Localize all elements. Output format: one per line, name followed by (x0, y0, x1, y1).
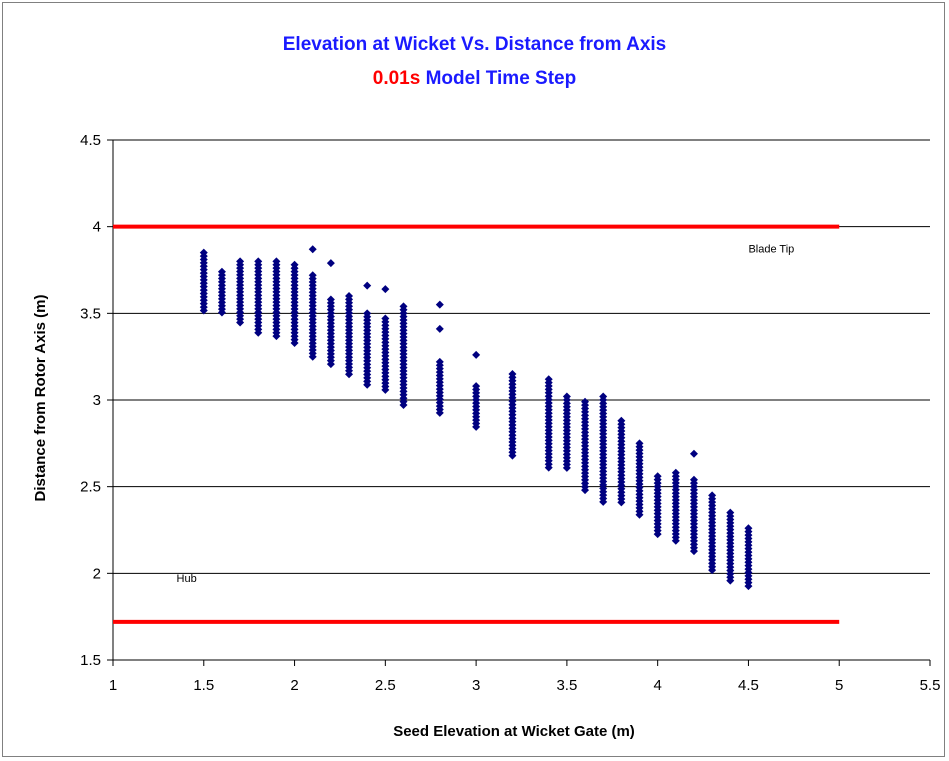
subtitle-text: Model Time Step (420, 68, 577, 89)
y-tick-label: 3 (93, 392, 101, 409)
data-point (544, 463, 553, 472)
data-point (326, 259, 335, 268)
x-tick-label: 5 (835, 677, 843, 694)
data-point (435, 300, 444, 309)
chart-subtitle: 0.01s Model Time Step (0, 68, 949, 90)
data-point (435, 408, 444, 417)
data-point (308, 245, 317, 254)
data-point (635, 510, 644, 519)
data-point (345, 370, 354, 379)
chart-title: Elevation at Wicket Vs. Distance from Ax… (282, 34, 667, 55)
y-axis-label: Distance from Rotor Axis (m) (32, 295, 49, 502)
data-point (744, 582, 753, 591)
data-point (363, 281, 372, 290)
data-point (472, 422, 481, 431)
data-point (363, 380, 372, 389)
data-point (399, 401, 408, 409)
y-tick-label: 4 (93, 219, 101, 236)
data-point (472, 350, 481, 359)
x-tick-label: 3 (472, 677, 480, 694)
data-point (308, 352, 317, 361)
x-tick-label: 3.5 (556, 677, 577, 694)
data-points (199, 245, 753, 591)
annotation-blade-tip: Blade Tip (748, 244, 794, 256)
data-point (689, 547, 698, 556)
data-point (217, 308, 226, 317)
data-point (381, 385, 390, 394)
data-point (381, 285, 390, 294)
data-point (326, 360, 335, 369)
data-point (272, 332, 281, 341)
x-tick-label: 2 (290, 677, 298, 694)
y-tick-label: 2 (93, 565, 101, 582)
grid-lines (113, 139, 930, 661)
data-point (671, 536, 680, 545)
reference-lines: Blade Tip Hub (113, 224, 840, 624)
x-tick-label: 1.5 (193, 677, 214, 694)
y-tick-label: 1.5 (80, 652, 101, 669)
data-point (617, 498, 626, 507)
data-point (599, 497, 608, 506)
data-point (254, 328, 263, 337)
data-point (653, 530, 662, 539)
data-point (508, 451, 517, 460)
data-point (689, 449, 698, 458)
x-tick-label: 4.5 (738, 677, 759, 694)
data-point (581, 486, 590, 495)
annotation-hub: Hub (177, 573, 197, 585)
data-point (562, 463, 571, 472)
tick-labels: 1.5 2 2.5 3 3.5 4 4.5 1 1.5 2 2.5 3 3.5 4 4.5 5 5.5 (80, 132, 940, 694)
x-tick-label: 2.5 (375, 677, 396, 694)
y-tick-label: 3.5 (80, 305, 101, 322)
x-tick-label: 4 (653, 677, 661, 694)
x-axis-label: Seed Elevation at Wicket Gate (m) (393, 723, 635, 740)
data-point (435, 324, 444, 333)
data-point (290, 339, 299, 347)
data-point (708, 566, 717, 575)
y-tick-label: 4.5 (80, 132, 101, 149)
time-step-value: 0.01s (372, 68, 421, 89)
x-tick-label: 1 (109, 677, 117, 694)
data-point (726, 576, 735, 585)
data-point (199, 306, 208, 315)
y-tick-label: 2.5 (80, 479, 101, 496)
data-point (236, 318, 245, 327)
x-tick-label: 5.5 (920, 677, 941, 694)
